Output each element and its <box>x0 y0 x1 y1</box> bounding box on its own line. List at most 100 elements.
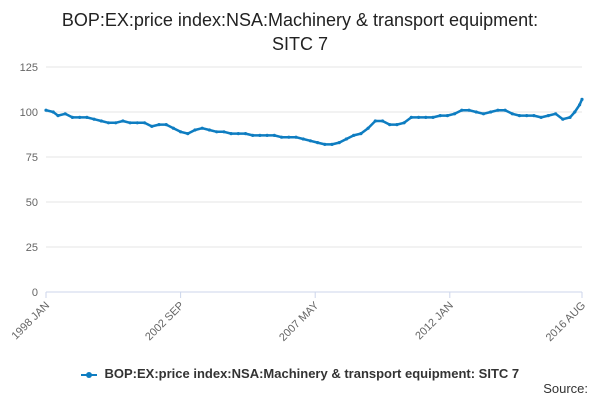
y-tick-label: 50 <box>26 197 38 209</box>
data-point[interactable] <box>359 132 363 136</box>
chart-title-line-1: BOP:EX:price index:NSA:Machinery & trans… <box>61 10 539 30</box>
data-point[interactable] <box>481 112 486 116</box>
data-point[interactable] <box>373 119 377 123</box>
data-point[interactable] <box>445 114 449 118</box>
data-point[interactable] <box>525 114 529 118</box>
data-point[interactable] <box>438 114 442 118</box>
data-point[interactable] <box>402 121 406 125</box>
x-axis: 1998 JAN 2002 SEP 2007 MAY 2012 JAN 2016 AUG <box>9 291 588 344</box>
data-point[interactable] <box>467 108 471 112</box>
data-point[interactable] <box>424 115 428 119</box>
legend-label: BOP:EX:price index:NSA:Machinery & trans… <box>104 366 520 381</box>
series-line <box>44 98 584 146</box>
data-point[interactable] <box>489 110 493 114</box>
y-tick-label: 100 <box>20 107 38 119</box>
data-point[interactable] <box>474 110 478 114</box>
data-point[interactable] <box>63 112 67 116</box>
data-point[interactable] <box>308 139 312 143</box>
data-point[interactable] <box>573 110 577 114</box>
data-point[interactable] <box>280 135 284 139</box>
data-point[interactable] <box>164 123 168 127</box>
data-point[interactable] <box>78 115 82 119</box>
data-point[interactable] <box>453 112 457 116</box>
data-point[interactable] <box>186 132 190 136</box>
data-point[interactable] <box>554 112 558 116</box>
data-point[interactable] <box>301 137 305 141</box>
y-tick-label: 25 <box>26 242 38 254</box>
data-point[interactable] <box>236 132 240 136</box>
x-tick-label: 2016 AUG <box>544 300 588 344</box>
y-axis: 0 25 50 75 100 125 <box>20 62 38 299</box>
data-point[interactable] <box>503 108 507 112</box>
source-label: Source: <box>543 381 588 396</box>
data-point[interactable] <box>106 121 111 125</box>
data-point[interactable] <box>92 117 96 121</box>
x-tick-label: 2007 MAY <box>277 299 322 344</box>
data-point[interactable] <box>316 141 320 145</box>
data-point[interactable] <box>532 114 536 118</box>
data-point[interactable] <box>366 126 370 130</box>
data-point[interactable] <box>150 124 154 128</box>
data-point[interactable] <box>193 128 197 132</box>
y-tick-label: 125 <box>20 62 38 74</box>
data-point[interactable] <box>128 121 132 125</box>
data-point[interactable] <box>272 133 276 137</box>
data-point[interactable] <box>431 115 435 119</box>
data-point[interactable] <box>121 119 125 123</box>
data-point[interactable] <box>337 141 341 145</box>
data-point[interactable] <box>380 119 385 123</box>
x-tick-label: 1998 JAN <box>9 300 52 343</box>
data-point[interactable] <box>546 114 550 118</box>
x-tick-label: 2012 JAN <box>413 300 456 343</box>
data-point[interactable] <box>580 97 584 101</box>
data-point[interactable] <box>70 115 74 119</box>
data-point[interactable] <box>85 115 89 119</box>
data-point[interactable] <box>142 121 147 125</box>
legend[interactable]: BOP:EX:price index:NSA:Machinery & trans… <box>0 366 600 381</box>
series-layer <box>44 97 584 146</box>
data-point[interactable] <box>510 112 514 116</box>
data-point[interactable] <box>460 108 464 112</box>
data-point[interactable] <box>229 132 233 136</box>
data-point[interactable] <box>417 115 421 119</box>
data-point[interactable] <box>395 123 399 127</box>
chart-title: BOP:EX:price index:NSA:Machinery & trans… <box>0 8 600 56</box>
data-point[interactable] <box>294 135 298 139</box>
data-point[interactable] <box>243 132 248 136</box>
data-point[interactable] <box>578 103 582 107</box>
data-point[interactable] <box>344 137 348 141</box>
y-tick-label: 0 <box>32 287 38 299</box>
data-point[interactable] <box>215 130 219 134</box>
x-tick-label: 2002 SEP <box>143 300 187 344</box>
gridlines <box>46 66 582 248</box>
data-point[interactable] <box>44 108 48 112</box>
data-point[interactable] <box>539 115 543 119</box>
data-point[interactable] <box>258 133 262 137</box>
data-point[interactable] <box>517 114 522 118</box>
data-point[interactable] <box>352 133 356 137</box>
data-point[interactable] <box>409 115 413 119</box>
data-point[interactable] <box>287 135 291 139</box>
legend-swatch <box>80 371 97 378</box>
data-point[interactable] <box>51 110 55 114</box>
data-point[interactable] <box>222 130 226 134</box>
data-point[interactable] <box>135 121 139 125</box>
data-point[interactable] <box>171 126 175 130</box>
data-point[interactable] <box>56 114 60 118</box>
y-tick-label: 75 <box>26 152 38 164</box>
data-point[interactable] <box>496 108 500 112</box>
data-point[interactable] <box>157 123 161 127</box>
data-point[interactable] <box>99 119 103 123</box>
data-point[interactable] <box>330 142 334 146</box>
data-point[interactable] <box>568 115 572 119</box>
data-point[interactable] <box>323 142 327 146</box>
data-point[interactable] <box>265 133 269 137</box>
data-point[interactable] <box>200 126 204 130</box>
data-point[interactable] <box>561 117 565 121</box>
data-point[interactable] <box>114 121 118 125</box>
data-point[interactable] <box>207 128 211 132</box>
data-point[interactable] <box>179 130 183 134</box>
data-point[interactable] <box>251 133 255 137</box>
data-point[interactable] <box>388 123 392 127</box>
